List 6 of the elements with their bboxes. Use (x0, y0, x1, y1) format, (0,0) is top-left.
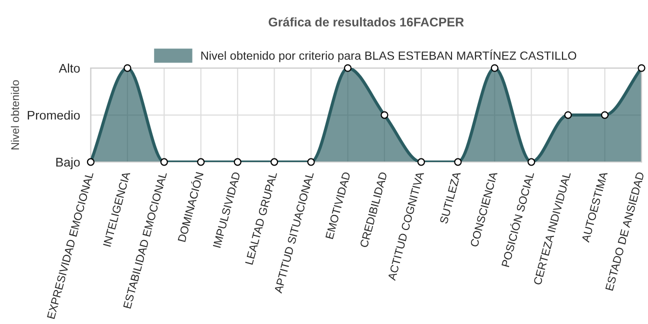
y-axis-title: Nivel obtenido (10, 80, 20, 150)
text: Promedio (28, 110, 80, 120)
legend-label: Nivel obtenido por criterio para BLAS ESTEBAN MARTÍNEZ CASTILLO (201, 49, 576, 62)
text: Bajo (56, 157, 80, 170)
chart-title: Gráfica de resultados 16FACPER (268, 17, 464, 26)
text: Alto (58, 64, 80, 73)
